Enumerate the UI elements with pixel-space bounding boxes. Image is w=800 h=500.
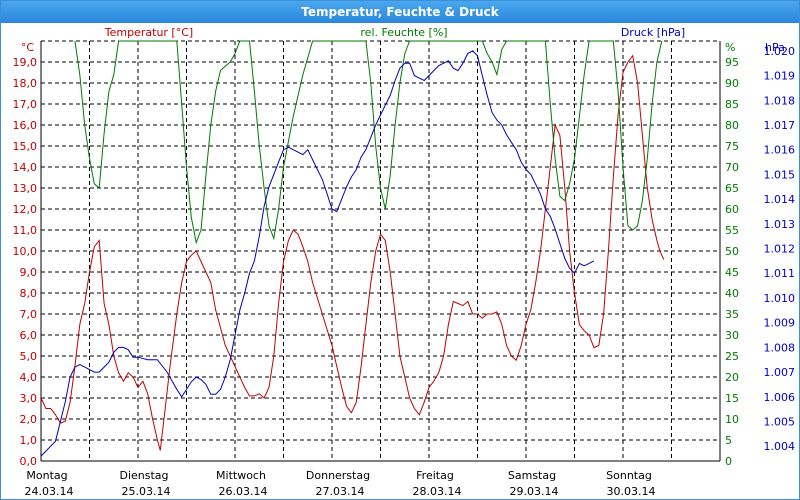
temperature-tick-label: 8,0 [20,287,38,300]
humidity-tick-label: 60 [725,203,739,216]
temperature-tick-label: 4,0 [20,371,38,384]
humidity-tick-label: 50 [725,245,739,258]
humidity-tick-label: 65 [725,182,739,195]
pressure-tick-label: 1.006 [764,391,796,404]
x-tick-date-label: 25.03.14 [122,485,171,498]
humidity-axis-title: rel. Feuchte [%] [360,26,447,39]
pressure-tick-label: 1.017 [764,119,796,132]
humidity-tick-label: 85 [725,98,739,111]
temperature-tick-label: 17,0 [13,98,38,111]
humidity-tick-label: 55 [725,224,739,237]
x-tick-date-label: 28.03.14 [413,485,462,498]
pressure-tick-label: 1.012 [764,243,796,256]
temperature-tick-label: 2,0 [20,413,38,426]
temperature-tick-label: 16,0 [13,119,38,132]
pressure-series-line [40,50,595,457]
humidity-tick-label: 25 [725,350,739,363]
temperature-tick-label: 15,0 [13,140,38,153]
pressure-tick-label: 1.007 [764,366,796,379]
temperature-tick-label: 13,0 [13,182,38,195]
x-tick-day-label: Samstag [508,469,556,482]
temperature-tick-label: 0,0 [20,455,38,468]
pressure-tick-label: 1.004 [764,440,796,453]
pressure-tick-label: 1.020 [764,45,796,58]
temperature-tick-label: 1,0 [20,434,38,447]
x-tick-day-label: Donnerstag [306,469,370,482]
pressure-tick-label: 1.018 [764,94,796,107]
x-tick-day-label: Montag [26,469,67,482]
temperature-tick-label: 12,0 [13,203,38,216]
temperature-tick-label: 9,0 [20,266,38,279]
pressure-tick-label: 1.008 [764,341,796,354]
humidity-tick-label: 30 [725,329,739,342]
temperature-tick-label: 5,0 [20,350,38,363]
humidity-tick-label: 15 [725,392,739,405]
pressure-axis-title: Druck [hPa] [621,26,685,39]
pressure-tick-label: 1.005 [764,415,796,428]
humidity-tick-label: 0 [725,455,732,468]
temperature-tick-label: 7,0 [20,308,38,321]
pressure-tick-label: 1.009 [764,317,796,330]
humidity-tick-label: 90 [725,77,739,90]
humidity-tick-label: 40 [725,287,739,300]
humidity-tick-label: 80 [725,119,739,132]
humidity-tick-label: 95 [725,56,739,69]
humidity-tick-label: 5 [725,434,732,447]
temperature-tick-label: 18,0 [13,77,38,90]
temperature-tick-label: 19,0 [13,56,38,69]
pressure-tick-label: 1.015 [764,168,796,181]
temperature-tick-label: 3,0 [20,392,38,405]
temperature-unit-label: °C [21,41,35,54]
temperature-tick-label: 11,0 [13,224,38,237]
x-tick-date-label: 30.03.14 [607,485,656,498]
humidity-tick-label: 70 [725,161,739,174]
humidity-tick-label: 45 [725,266,739,279]
temperature-tick-label: 10,0 [13,245,38,258]
title-bar: Temperatur, Feuchte & Druck [1,1,799,23]
pressure-unit-label: hPa [765,41,785,54]
temperature-tick-label: 6,0 [20,329,38,342]
x-tick-day-label: Freitag [416,469,454,482]
x-tick-date-label: 29.03.14 [510,485,559,498]
pressure-tick-label: 1.013 [764,218,796,231]
x-tick-day-label: Dienstag [119,469,168,482]
pressure-tick-label: 1.016 [764,144,796,157]
humidity-tick-label: 10 [725,413,739,426]
humidity-unit-label: % [725,41,735,54]
humidity-tick-label: 20 [725,371,739,384]
x-tick-day-label: Mittwoch [216,469,266,482]
pressure-tick-label: 1.011 [764,267,796,280]
pressure-tick-label: 1.014 [764,193,796,206]
humidity-tick-label: 35 [725,308,739,321]
temperature-tick-label: 14,0 [13,161,38,174]
humidity-tick-label: 75 [725,140,739,153]
x-tick-date-label: 27.03.14 [316,485,365,498]
temperature-series-line [40,54,665,451]
temperature-axis-title: Temperatur [°C] [104,26,193,39]
humidity-series-line [74,40,663,245]
x-tick-day-label: Sonntag [606,469,652,482]
window-title: Temperatur, Feuchte & Druck [301,5,499,19]
x-tick-date-label: 24.03.14 [25,485,74,498]
pressure-tick-label: 1.019 [764,70,796,83]
x-tick-date-label: 26.03.14 [219,485,268,498]
pressure-tick-label: 1.010 [764,292,796,305]
